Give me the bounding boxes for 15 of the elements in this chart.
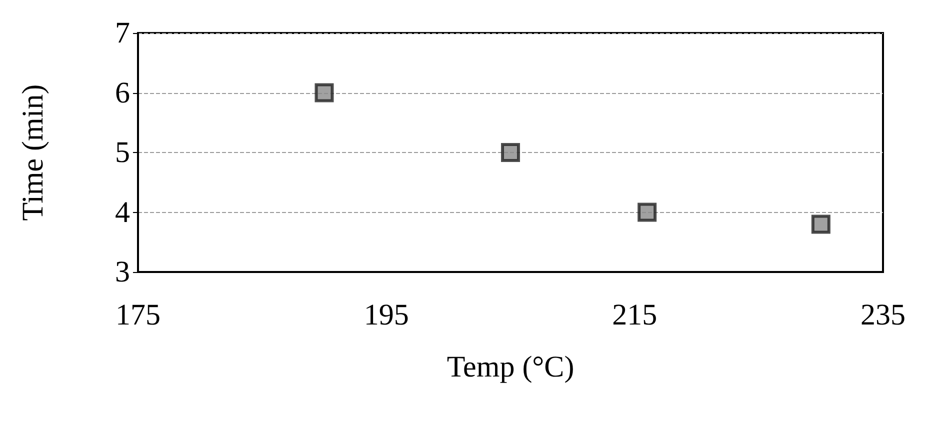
y-tick-label: 4 <box>115 196 130 229</box>
point <box>314 83 334 102</box>
y-axis-title: Time (min) <box>16 84 50 221</box>
point <box>501 143 520 162</box>
y-tick-label: 5 <box>115 136 130 169</box>
y-tick-label: 7 <box>115 16 130 50</box>
y-tick-label: 3 <box>115 256 130 288</box>
x-tick-label: 175 <box>116 298 160 332</box>
point <box>638 202 657 222</box>
x-axis-title: Temp (°C) <box>446 350 574 384</box>
y-tick-label: 6 <box>115 76 130 110</box>
x-tick-label: 235 <box>860 298 906 332</box>
x-tick-label: 215 <box>612 298 658 332</box>
x-tick-label: 195 <box>364 298 409 332</box>
point <box>811 214 830 234</box>
